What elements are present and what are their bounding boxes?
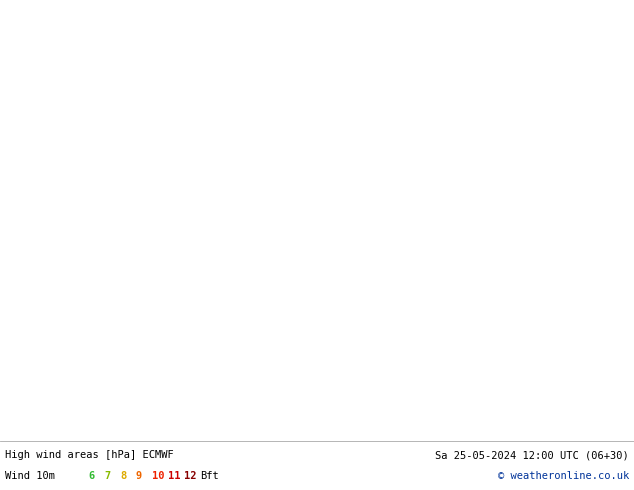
Text: © weatheronline.co.uk: © weatheronline.co.uk	[498, 471, 629, 481]
Text: Wind 10m: Wind 10m	[5, 471, 55, 481]
Text: 10: 10	[152, 471, 164, 481]
Text: 11: 11	[168, 471, 181, 481]
Text: Bft: Bft	[200, 471, 219, 481]
Text: 12: 12	[184, 471, 197, 481]
Text: 8: 8	[120, 471, 126, 481]
Text: High wind areas [hPa] ECMWF: High wind areas [hPa] ECMWF	[5, 450, 174, 460]
Text: 7: 7	[104, 471, 110, 481]
Text: 6: 6	[88, 471, 94, 481]
Text: 9: 9	[136, 471, 142, 481]
Text: Sa 25-05-2024 12:00 UTC (06+30): Sa 25-05-2024 12:00 UTC (06+30)	[436, 450, 629, 460]
